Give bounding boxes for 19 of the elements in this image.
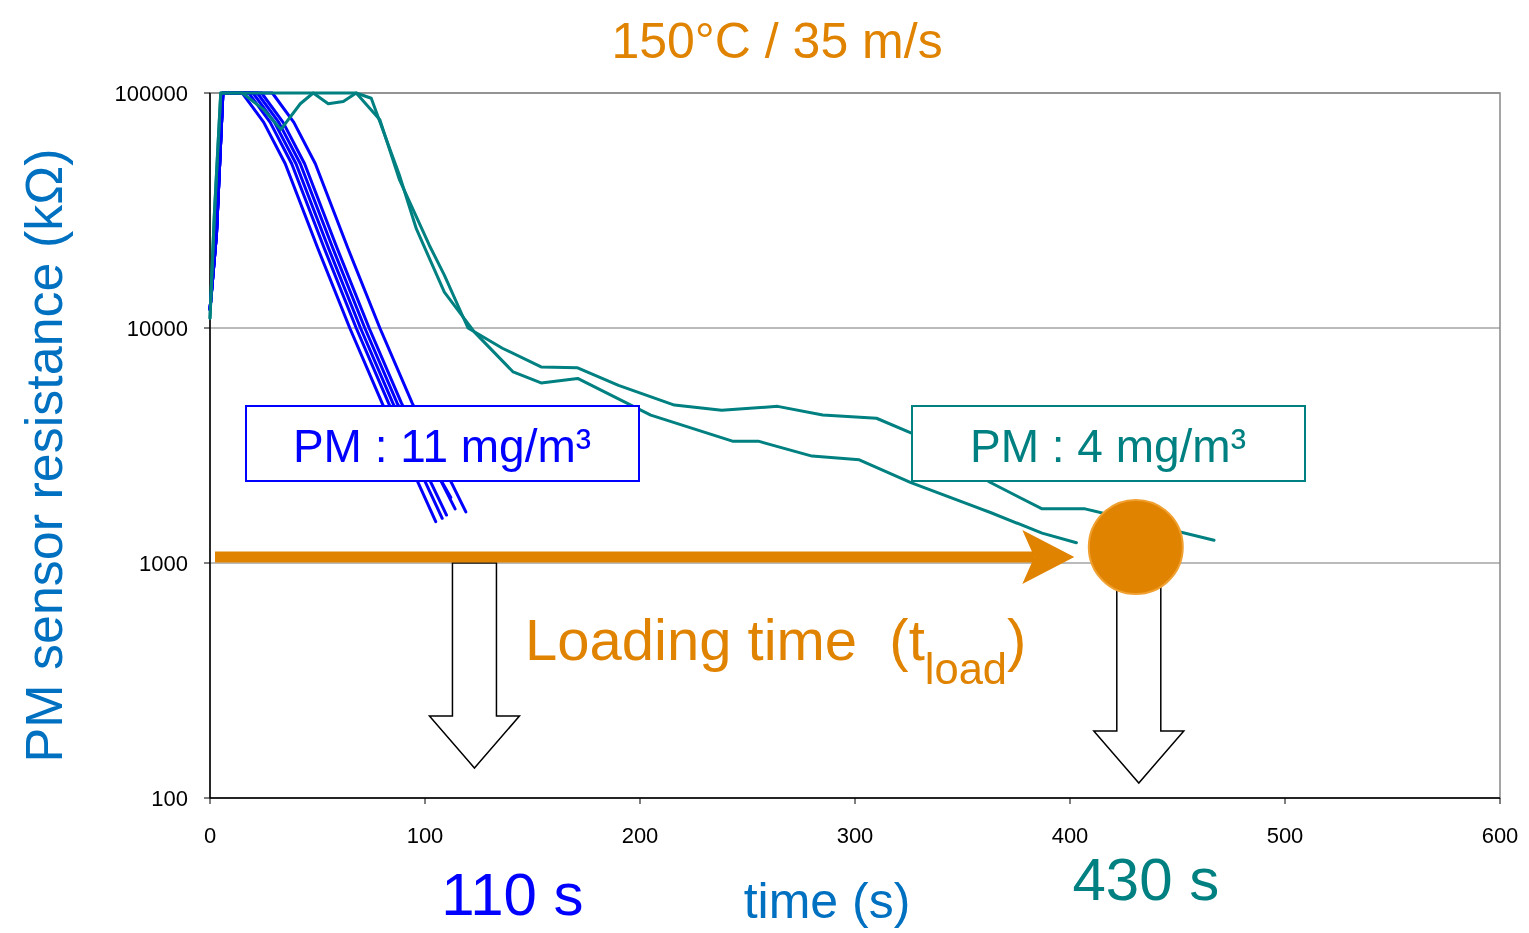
y-tick-label: 100000 <box>114 81 188 106</box>
y-tick-label: 100 <box>151 786 188 811</box>
x-axis-title: time (s) <box>743 873 911 929</box>
x-tick-label: 200 <box>621 823 659 848</box>
annotation: Loading time (t$_{load}$) <box>525 607 1027 693</box>
annotation: PM : 4 mg/m³ <box>969 420 1247 472</box>
x-tick-label: 600 <box>1481 823 1519 848</box>
text: 430 s <box>1072 846 1220 913</box>
x-tick-label: 100 <box>406 823 444 848</box>
x-tick-label: 0 <box>203 823 217 848</box>
x-tick-label: 400 <box>1051 823 1089 848</box>
x-tick-label: 500 <box>1266 823 1304 848</box>
y-axis-title: PM sensor resistance (kΩ) <box>15 148 73 763</box>
text: 110 s <box>441 861 584 928</box>
x-tick-label: 300 <box>836 823 874 848</box>
chart-title: 150°C / 35 m/s <box>611 13 943 69</box>
y-tick-label: 1000 <box>139 551 188 576</box>
y-tick-label: 10000 <box>126 316 188 341</box>
annotation: PM : 11 mg/m³ <box>292 420 592 472</box>
